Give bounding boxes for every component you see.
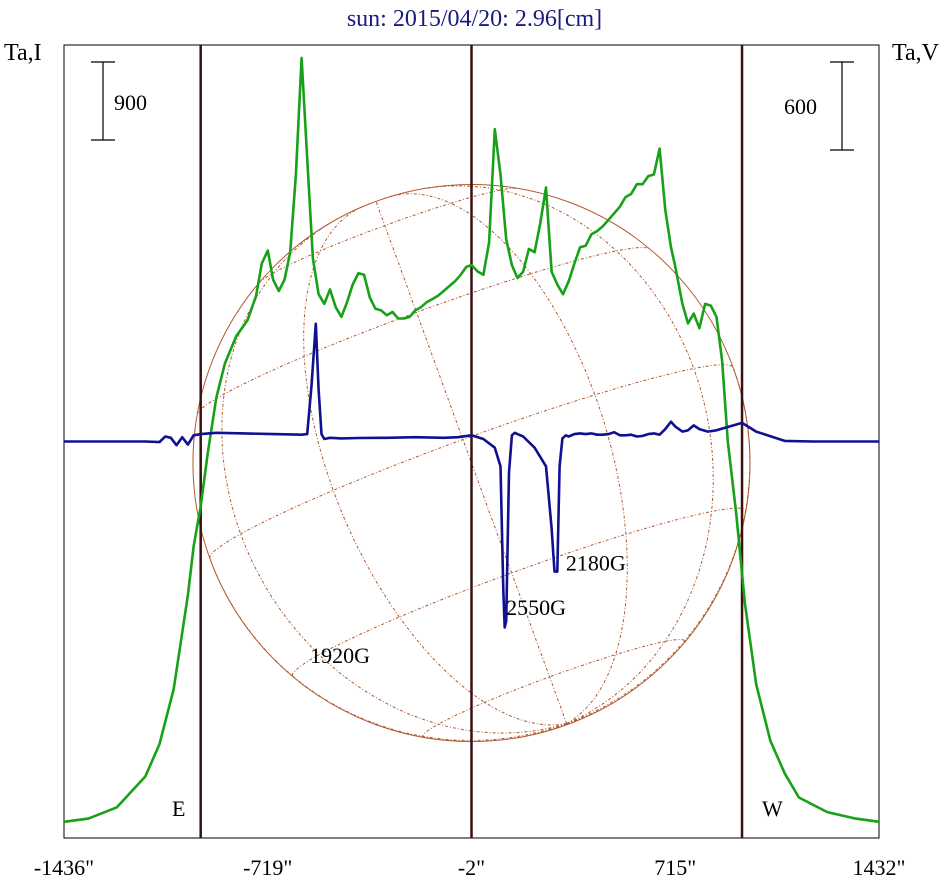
- x-tick-label: -2": [458, 855, 485, 880]
- latitude-line: [258, 187, 518, 284]
- vertical-reference-lines: [199, 45, 744, 838]
- longitude-line: [221, 222, 567, 734]
- scale-bar-right: [830, 61, 854, 151]
- field-annotation: 2180G: [566, 550, 626, 575]
- scale-right-label: 600: [784, 94, 817, 119]
- longitude-line: [209, 558, 567, 742]
- east-limb-label: E: [172, 796, 185, 821]
- x-tick-label: 715": [654, 855, 696, 880]
- longitude-line: [566, 367, 751, 725]
- data-series: [63, 56, 880, 824]
- longitude-line: [530, 723, 567, 736]
- x-tick-label: -719": [243, 855, 292, 880]
- longitude-line: [424, 185, 714, 725]
- series-line-intensity: [63, 56, 880, 824]
- series-line-polarization: [64, 322, 879, 629]
- chart-text-marks: -1436" -719" -2" 715" 1432" 900 600 E W 1920G 2180…: [34, 90, 906, 880]
- y-axis-right-label: Ta,V: [892, 40, 939, 66]
- west-limb-label: W: [762, 796, 783, 821]
- scale-bar-left: [91, 61, 115, 141]
- longitude-line: [389, 193, 628, 725]
- latitude-line: [209, 364, 734, 559]
- x-tick-label: 1432": [853, 855, 906, 880]
- field-annotation: 2550G: [506, 595, 566, 620]
- longitude-line: [566, 721, 574, 725]
- latitude-line: [422, 639, 686, 738]
- y-axis-left-label: Ta,I: [4, 40, 42, 66]
- x-tick-label: -1436": [34, 855, 94, 880]
- latitude-line: [196, 246, 651, 415]
- chart-title: sun: 2015/04/20: 2.96[cm]: [346, 6, 603, 32]
- field-annotation: 1920G: [310, 643, 370, 668]
- scale-left-label: 900: [114, 90, 147, 115]
- longitude-line: [566, 708, 602, 725]
